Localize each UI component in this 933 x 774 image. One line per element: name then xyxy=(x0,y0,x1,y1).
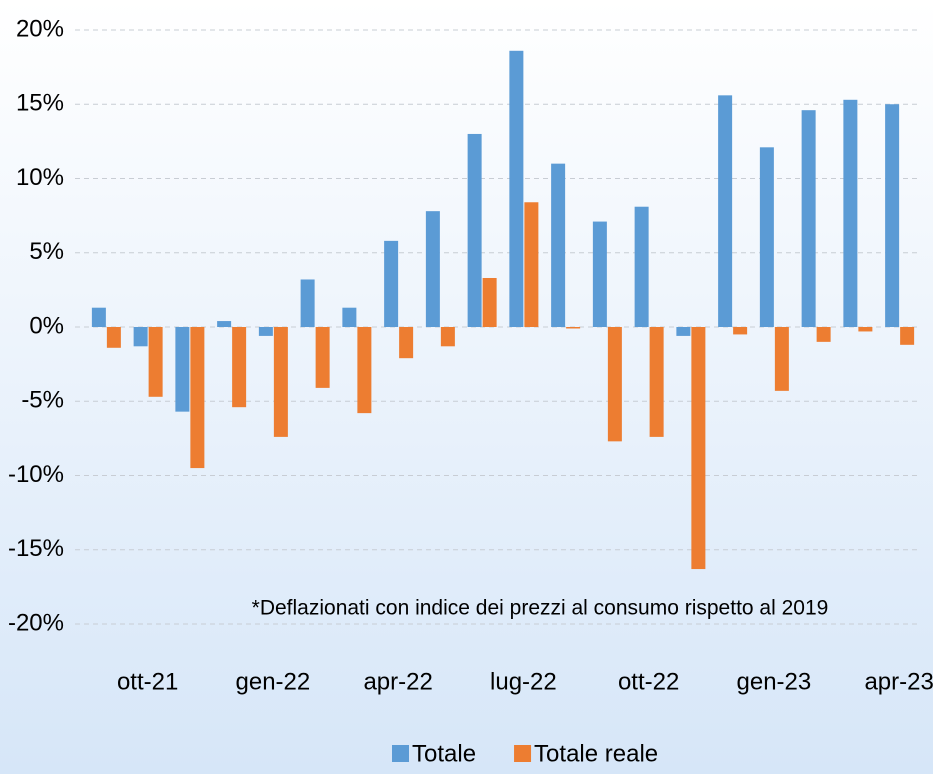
y-tick-label: 0% xyxy=(29,312,64,339)
bar xyxy=(718,95,733,327)
bar xyxy=(509,50,524,327)
bar xyxy=(759,147,774,327)
bar xyxy=(232,327,247,408)
bar xyxy=(691,327,706,570)
bar xyxy=(676,327,691,336)
x-tick-label: ott-21 xyxy=(117,668,178,695)
bar xyxy=(607,327,622,442)
y-tick-label: -20% xyxy=(8,609,64,636)
y-tick-label: -15% xyxy=(8,535,64,562)
bar xyxy=(106,327,121,348)
x-tick-label: gen-23 xyxy=(737,668,812,695)
bar xyxy=(273,327,288,437)
annotation: *Deflazionati con indice dei prezzi al c… xyxy=(252,597,829,620)
y-tick-label: 10% xyxy=(16,164,64,191)
legend-label: Totale reale xyxy=(534,740,658,767)
bar xyxy=(551,163,566,327)
bar xyxy=(315,327,330,388)
bar xyxy=(217,321,232,327)
bar xyxy=(816,327,831,342)
y-tick-label: -10% xyxy=(8,461,64,488)
legend-label: Totale xyxy=(412,740,476,767)
bar xyxy=(357,327,372,414)
bar xyxy=(634,206,649,327)
x-tick-label: apr-23 xyxy=(864,668,933,695)
bar xyxy=(566,327,581,329)
bar xyxy=(175,327,190,412)
bar xyxy=(524,202,539,327)
y-tick-label: 20% xyxy=(16,15,64,42)
y-tick-label: -5% xyxy=(21,387,64,414)
bar xyxy=(384,240,399,327)
bar xyxy=(440,327,455,347)
bar xyxy=(467,133,482,327)
bar xyxy=(133,327,148,347)
bar xyxy=(399,327,414,359)
bar xyxy=(258,327,273,336)
legend-swatch xyxy=(514,745,532,762)
bar xyxy=(649,327,664,437)
legend-swatch xyxy=(392,745,409,762)
bar xyxy=(858,327,873,332)
bar xyxy=(342,307,357,327)
x-tick-label: ott-22 xyxy=(618,668,679,695)
bar xyxy=(91,307,106,327)
bar xyxy=(885,104,900,327)
bar xyxy=(900,327,915,345)
bar xyxy=(482,277,497,327)
y-tick-label: 5% xyxy=(29,238,64,265)
bar xyxy=(148,327,163,397)
bar xyxy=(592,221,607,327)
x-tick-label: apr-22 xyxy=(363,668,432,695)
y-tick-label: 15% xyxy=(16,90,64,117)
x-tick-label: lug-22 xyxy=(490,668,557,695)
bar xyxy=(843,99,858,327)
bar xyxy=(300,279,315,327)
x-tick-label: gen-22 xyxy=(236,668,311,695)
bar xyxy=(801,110,816,327)
bar xyxy=(774,327,789,391)
bar xyxy=(190,327,205,469)
bar xyxy=(425,211,440,327)
bar xyxy=(733,327,748,335)
